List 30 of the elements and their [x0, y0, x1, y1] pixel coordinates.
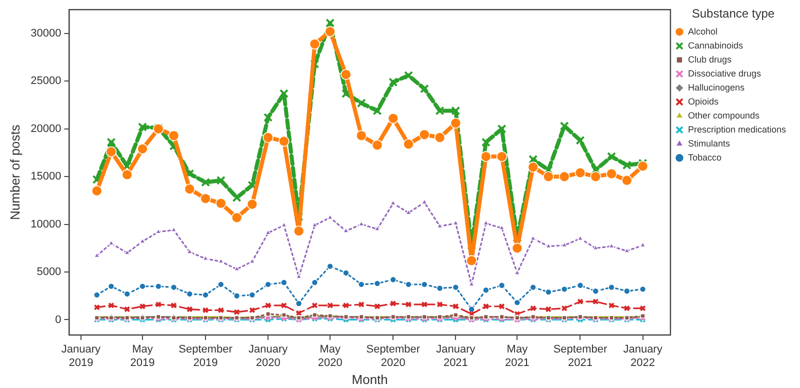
legend-label: Cannabinoids — [688, 40, 744, 50]
x-tick-label: January 2022 — [623, 344, 663, 369]
y-tick-label: 5000 — [36, 266, 62, 278]
y-axis-title: Number of posts — [7, 124, 22, 220]
legend-label: Tobacco — [688, 152, 722, 162]
y-tick-label: 30000 — [30, 27, 62, 40]
legend-label: Dissociative drugs — [688, 68, 762, 78]
legend-label: Alcohol — [688, 26, 718, 36]
x-tick-label: January 2020 — [248, 344, 288, 369]
legend-title: Substance type — [692, 6, 775, 20]
x-axis-title: Month — [352, 372, 388, 387]
x-tick-label: September 2020 — [366, 344, 420, 369]
x-tick-label: January 2019 — [61, 344, 102, 369]
x-tick-label: September 2019 — [178, 344, 233, 369]
x-tick-label: September 2021 — [553, 344, 608, 369]
x-tick-label: January 2021 — [436, 344, 476, 369]
y-tick-label: 25000 — [30, 75, 62, 88]
legend-label: Other compounds — [688, 110, 760, 120]
y-tick-label: 20000 — [30, 122, 62, 135]
y-tick-label: 10000 — [30, 218, 62, 230]
legend-label: Club drugs — [688, 54, 732, 64]
x-tick-label: May 2021 — [504, 344, 530, 369]
y-tick-label: 0 — [55, 314, 62, 326]
legend-label: Prescription medications — [688, 124, 786, 134]
x-tick-label: May 2020 — [318, 344, 342, 369]
y-tick-label: 15000 — [30, 170, 62, 183]
x-tick-label: May 2019 — [130, 344, 155, 369]
legend-label: Hallucinogens — [688, 82, 745, 92]
legend-label: Opioids — [688, 96, 719, 106]
legend-label: Stimulants — [688, 138, 730, 148]
